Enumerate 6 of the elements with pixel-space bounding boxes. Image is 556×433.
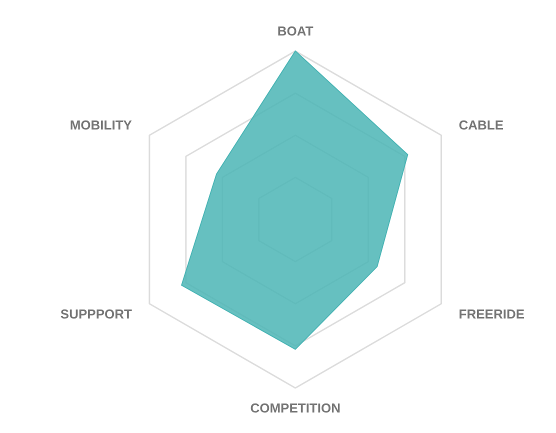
- spoke-label: MOBILITY: [70, 118, 132, 133]
- spoke-label: CABLE: [458, 118, 504, 133]
- spoke-label: BOAT: [277, 23, 314, 38]
- spoke-label: COMPETITION: [250, 400, 340, 416]
- spoke-label: FREERIDE: [458, 306, 525, 322]
- spoke-label: SUPPPORT: [60, 306, 132, 322]
